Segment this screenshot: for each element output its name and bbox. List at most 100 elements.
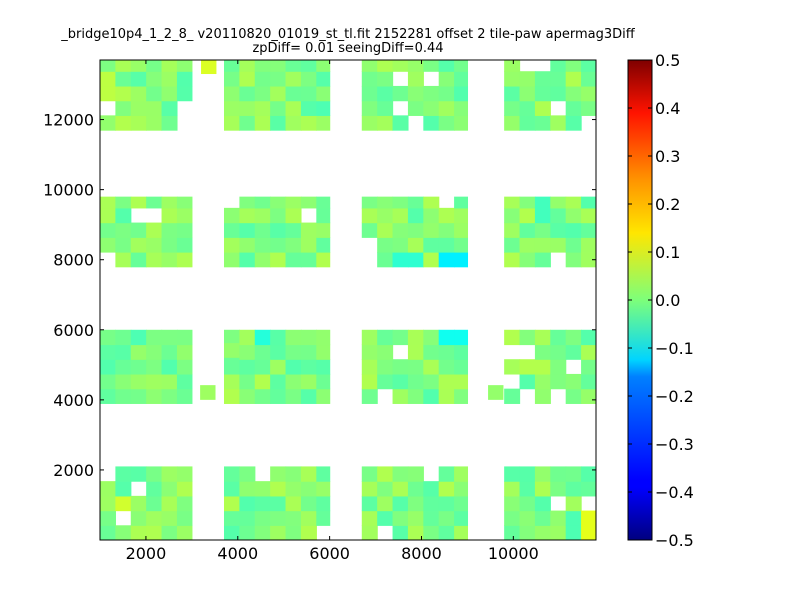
heatmap-cell [285, 466, 302, 482]
heatmap-cell [130, 85, 147, 102]
heatmap-cell [224, 373, 240, 390]
heatmap-cell [224, 60, 240, 72]
heatmap-cell [161, 71, 178, 87]
heatmap-cell [534, 115, 551, 131]
heatmap-cell [100, 344, 116, 360]
heatmap-cell [581, 388, 596, 404]
heatmap-cell [130, 525, 147, 540]
heatmap-cell [581, 481, 596, 497]
heatmap-cell [161, 510, 178, 526]
heatmap-cell [438, 495, 455, 512]
heatmap-cell [254, 71, 271, 87]
heatmap-cell [581, 344, 596, 360]
heatmap-cell [504, 100, 521, 116]
y-tick-label: 6000 [53, 321, 94, 340]
heatmap-cell [423, 510, 440, 526]
heatmap-cell [100, 481, 116, 497]
heatmap-cell [407, 388, 424, 404]
heatmap-cell [176, 252, 193, 268]
heatmap-cell [550, 60, 567, 72]
heatmap-cell [115, 85, 132, 102]
heatmap-cell [100, 510, 116, 526]
heatmap-cell [361, 222, 378, 238]
heatmap-cell [270, 525, 287, 540]
heatmap-cell [239, 222, 256, 238]
heatmap-cell [285, 344, 302, 360]
heatmap-cell [581, 237, 596, 253]
heatmap-cell [201, 60, 217, 75]
heatmap-cell [316, 481, 331, 497]
heatmap-cell [161, 207, 178, 224]
heatmap-cell [377, 85, 394, 102]
heatmap-cell [504, 207, 521, 224]
heatmap-cell [534, 359, 551, 375]
heatmap-cell [438, 359, 455, 375]
heatmap-cell [130, 344, 147, 360]
colorbar-tick-label: −0.3 [655, 435, 694, 454]
heatmap-cell [392, 60, 409, 72]
heatmap-cell [565, 329, 582, 346]
heatmap-cell [100, 115, 116, 131]
heatmap-cell [534, 237, 551, 253]
heatmap-cell [550, 329, 567, 346]
heatmap-cell [377, 466, 394, 482]
heatmap-cell [100, 359, 116, 375]
heatmap-cell [504, 115, 521, 131]
heatmap-cell [130, 222, 147, 238]
heatmap-cell [565, 115, 582, 131]
heatmap-cell [270, 85, 287, 102]
heatmap-cell [130, 495, 147, 512]
heatmap-cell [300, 252, 317, 268]
heatmap-cell [130, 196, 147, 209]
heatmap-cell [316, 60, 331, 72]
heatmap-cell [550, 344, 567, 360]
heatmap-cell [176, 388, 193, 404]
heatmap-cell [146, 344, 163, 360]
heatmap-cell [392, 359, 409, 375]
heatmap-cell [361, 359, 378, 375]
heatmap-cell [285, 237, 302, 253]
heatmap-cell [161, 222, 178, 238]
heatmap-cell [300, 388, 317, 404]
heatmap-cell [407, 329, 424, 346]
heatmap-cell [392, 525, 409, 540]
colorbar-axis: 0.5 0.4 0.3 0.2 0.1 0.0 −0.1 −0.2 −0.3 −0.4 −0.5 [628, 51, 694, 550]
heatmap-cell [438, 344, 455, 360]
heatmap-cell [581, 525, 596, 540]
heatmap-cell [454, 252, 469, 268]
heatmap-cell [377, 100, 394, 116]
heatmap-cell [161, 329, 178, 346]
heatmap-cell [407, 60, 424, 72]
heatmap-cell [316, 359, 331, 375]
heatmap-cell [254, 252, 271, 268]
heatmap-cell [176, 481, 193, 497]
heatmap-cell [565, 196, 582, 209]
heatmap-cell [438, 510, 455, 526]
heatmap-cell [224, 343, 240, 358]
heatmap-cell [146, 222, 163, 238]
heatmap-cell [100, 196, 116, 209]
heatmap-cell [316, 388, 331, 404]
heatmap-cell [565, 525, 582, 540]
heatmap-cell [550, 196, 567, 209]
heatmap-cell [254, 495, 271, 512]
heatmap-cell [361, 481, 378, 497]
heatmap-cell [565, 237, 582, 253]
heatmap-cell [270, 207, 287, 224]
heatmap-cell [316, 196, 331, 209]
heatmap-cell [423, 85, 440, 102]
heatmap-cell [146, 100, 163, 116]
heatmap-cell [550, 85, 567, 102]
heatmap-cell [519, 100, 536, 116]
heatmap-cell [550, 222, 567, 238]
heatmap-cell [454, 71, 469, 87]
chart-subtitle: zpDiff= 0.01 seeingDiff=0.44 [252, 41, 443, 56]
heatmap-cell [550, 466, 567, 482]
heatmap-cell [392, 510, 409, 526]
heatmap-cell [239, 510, 256, 526]
heatmap-cell [239, 466, 256, 482]
heatmap-cell [254, 100, 271, 116]
colorbar-tick-label: 0.4 [655, 99, 680, 118]
heatmap-cell [254, 388, 271, 404]
heatmap-cell [285, 252, 302, 268]
